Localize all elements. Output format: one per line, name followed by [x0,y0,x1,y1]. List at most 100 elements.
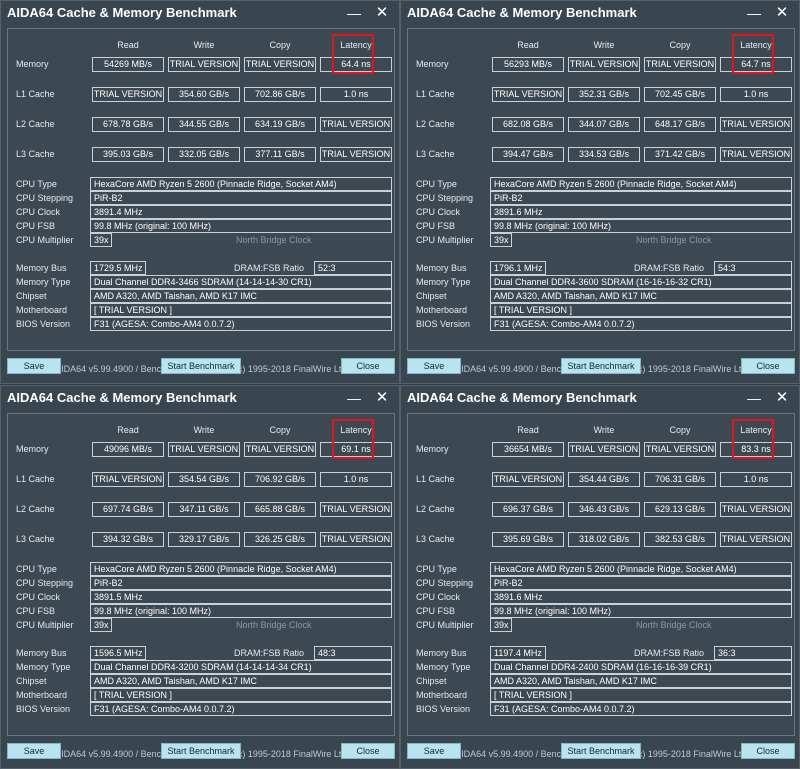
row-label: L2 Cache [16,504,55,514]
info-value: HexaCore AMD Ryzen 5 2600 (Pinnacle Ridg… [490,562,792,576]
info-label: CPU Multiplier [16,620,74,630]
result-value: TRIAL VERSION [492,472,564,487]
close-icon[interactable]: ✕ [375,389,389,406]
mem-label: BIOS Version [416,319,471,329]
mem-value: Dual Channel DDR4-3466 SDRAM (14-14-14-3… [90,275,392,289]
save-button[interactable]: Save [407,743,461,759]
result-value: TRIAL VERSION [92,87,164,102]
mem-label: Memory Type [16,277,71,287]
minimize-icon[interactable]: — [747,390,761,406]
title-bar[interactable]: AIDA64 Cache & Memory Benchmark — ✕ [401,1,799,27]
title-bar[interactable]: AIDA64 Cache & Memory Benchmark — ✕ [1,1,399,27]
column-header-latency: Latency [740,425,772,435]
info-label: CPU Multiplier [416,235,474,245]
results-panel: Read Write Copy Latency Memory 56293 MB/s TRIA… [407,28,795,374]
window-title: AIDA64 Cache & Memory Benchmark [407,5,637,20]
mem-value: F31 (AGESA: Combo-AM4 0.0.7.2) [490,317,792,331]
north-bridge-clock-label: North Bridge Clock [236,620,312,630]
info-value: HexaCore AMD Ryzen 5 2600 (Pinnacle Ridg… [90,562,392,576]
benchmark-window: AIDA64 Cache & Memory Benchmark — ✕ Read Wri… [0,385,400,769]
save-button[interactable]: Save [7,743,61,759]
result-value: 332.05 GB/s [168,147,240,162]
mem-label: BIOS Version [16,319,71,329]
mem-value: [ TRIAL VERSION ] [490,303,792,317]
mem-label: Memory Bus [416,263,467,273]
title-bar[interactable]: AIDA64 Cache & Memory Benchmark — ✕ [1,386,399,412]
info-value: PiR-B2 [90,191,392,205]
result-value: 629.13 GB/s [644,502,716,517]
close-button[interactable]: Close [741,358,795,374]
start-benchmark-button[interactable]: Start Benchmark [161,358,241,374]
row-label: Memory [16,59,49,69]
info-label: CPU Multiplier [416,620,474,630]
minimize-icon[interactable]: — [347,5,361,21]
start-benchmark-button[interactable]: Start Benchmark [161,743,241,759]
column-header-write: Write [193,40,215,50]
mem-label: Motherboard [16,690,68,700]
info-value: 99.8 MHz (original: 100 MHz) [490,604,792,618]
mem-value: Dual Channel DDR4-2400 SDRAM (16-16-16-3… [490,660,792,674]
result-value: 678.78 GB/s [92,117,164,132]
minimize-icon[interactable]: — [347,390,361,406]
column-header-write: Write [593,425,615,435]
info-value: 3891.5 MHz [90,590,392,604]
mem-label: Chipset [16,676,47,686]
window-title: AIDA64 Cache & Memory Benchmark [407,390,637,405]
close-icon[interactable]: ✕ [375,4,389,21]
info-value: 3891.6 MHz [490,590,792,604]
benchmark-window: AIDA64 Cache & Memory Benchmark — ✕ Read Wri… [400,385,800,769]
minimize-icon[interactable]: — [747,5,761,21]
result-value: 682.08 GB/s [492,117,564,132]
result-value: 36654 MB/s [492,442,564,457]
result-value: 49096 MB/s [92,442,164,457]
result-value: 697.74 GB/s [92,502,164,517]
result-value: 334.53 GB/s [568,147,640,162]
latency-highlight [732,419,774,459]
result-value: 354.54 GB/s [168,472,240,487]
info-label: CPU Stepping [416,193,474,203]
result-value: TRIAL VERSION [244,57,316,72]
close-button[interactable]: Close [341,358,395,374]
start-benchmark-button[interactable]: Start Benchmark [561,743,641,759]
dram-ratio-value: 52:3 [314,261,392,275]
close-icon[interactable]: ✕ [775,389,789,406]
mem-label: Memory Bus [416,648,467,658]
info-value: PiR-B2 [490,576,792,590]
close-button[interactable]: Close [341,743,395,759]
result-value: TRIAL VERSION [492,87,564,102]
result-value: 56293 MB/s [492,57,564,72]
result-value: 344.07 GB/s [568,117,640,132]
mem-label: BIOS Version [16,704,71,714]
save-button[interactable]: Save [7,358,61,374]
result-value: 665.88 GB/s [244,502,316,517]
save-button[interactable]: Save [407,358,461,374]
row-label: L3 Cache [416,534,455,544]
result-value: 696.37 GB/s [492,502,564,517]
start-benchmark-button[interactable]: Start Benchmark [561,358,641,374]
close-button[interactable]: Close [741,743,795,759]
close-icon[interactable]: ✕ [775,4,789,21]
result-value: TRIAL VERSION [720,117,792,132]
latency-highlight [332,34,374,74]
result-value: 64.4 ns [320,57,392,72]
north-bridge-clock-label: North Bridge Clock [636,620,712,630]
result-value: 702.86 GB/s [244,87,316,102]
mem-value: [ TRIAL VERSION ] [90,688,392,702]
result-value: 394.32 GB/s [92,532,164,547]
info-value: PiR-B2 [90,576,392,590]
result-value: 354.60 GB/s [168,87,240,102]
mem-value: F31 (AGESA: Combo-AM4 0.0.7.2) [90,317,392,331]
result-value: 395.69 GB/s [492,532,564,547]
info-label: CPU Stepping [16,193,74,203]
mem-label: Motherboard [416,690,468,700]
row-label: L1 Cache [16,474,55,484]
result-value: 1.0 ns [320,87,392,102]
mem-label: Chipset [416,291,447,301]
info-value: 3891.4 MHz [90,205,392,219]
mem-label: Motherboard [16,305,68,315]
memory-bus-value: 1596.5 MHz [90,646,146,660]
mem-label: BIOS Version [416,704,471,714]
mem-label: Memory Type [416,277,471,287]
info-value: 39x [90,618,112,632]
title-bar[interactable]: AIDA64 Cache & Memory Benchmark — ✕ [401,386,799,412]
